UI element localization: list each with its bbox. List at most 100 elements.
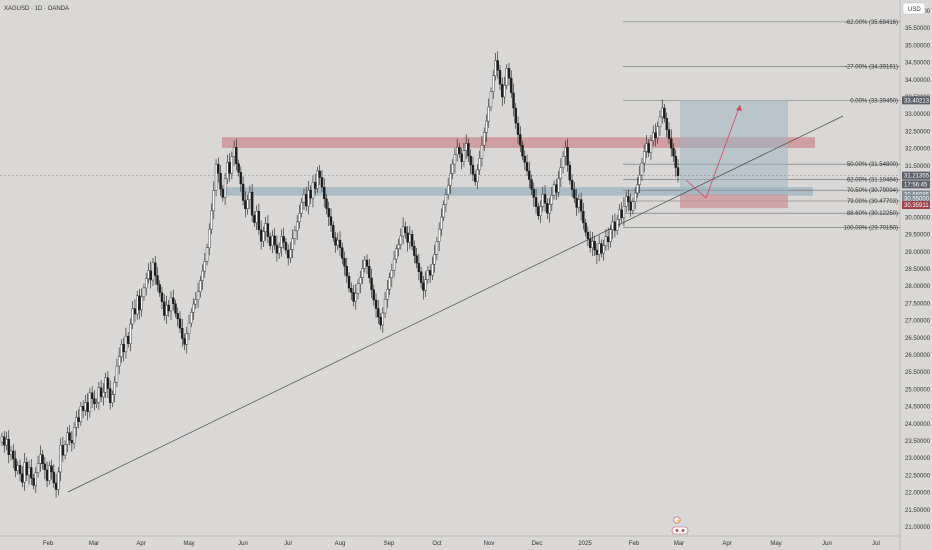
candle-body [300, 202, 303, 214]
candle-body [561, 155, 565, 168]
candle-body [476, 169, 479, 182]
candle-body [359, 277, 362, 284]
candle-body [106, 377, 110, 389]
candle-body [435, 241, 439, 255]
resistance-zone[interactable] [222, 137, 815, 148]
candle-body [156, 275, 159, 285]
price-tick-label: 24.50000 [905, 405, 931, 411]
candle-body [250, 192, 254, 216]
candle-body [505, 68, 508, 86]
price-tick-label: 32.50000 [905, 129, 931, 135]
fib-level-label: -27.00% (34.39161) [845, 64, 898, 70]
candle-body [314, 182, 317, 189]
candle-body [196, 291, 200, 300]
candle-body [365, 259, 369, 267]
candle-body [52, 471, 56, 484]
candle-body [61, 444, 65, 456]
candle-body [534, 197, 538, 207]
fib-level-label: 70.50% (30.79094) [847, 188, 898, 194]
candle-body [223, 178, 227, 198]
candle-body [440, 216, 443, 230]
candle-body [665, 118, 668, 130]
candle-body [654, 132, 657, 139]
long-position-tool[interactable] [680, 100, 788, 209]
candle-body [237, 163, 240, 173]
time-tick-label: May [183, 541, 194, 547]
candle-body [84, 402, 87, 411]
price-tick-label: 30.00000 [905, 215, 931, 221]
candle-body [239, 172, 243, 185]
price-badge-label: 17:56:45 [904, 182, 928, 188]
candle-body [172, 297, 175, 304]
candle-body [289, 249, 292, 259]
price-tick-label: 32.00000 [905, 147, 931, 153]
candle-body [266, 223, 270, 237]
fib-retracement[interactable]: -62.00% (35.68416) -27.00% (34.39161) 0.00… [623, 20, 900, 232]
event-icon[interactable]: ⚡ [671, 516, 689, 535]
candle-body [579, 199, 583, 212]
candle-body [670, 138, 673, 149]
candle-body [510, 77, 513, 94]
price-tick-label: 35.50000 [905, 26, 931, 32]
candle-body [480, 144, 484, 159]
candle-body [471, 164, 475, 175]
candle-body [645, 143, 648, 152]
candle-body [478, 158, 481, 171]
candle-body [347, 276, 351, 289]
support-zone[interactable] [220, 187, 813, 196]
candle-body [16, 465, 19, 471]
price-tick-label: 28.00000 [905, 284, 931, 290]
candle-body [323, 186, 326, 200]
candle-body [523, 155, 526, 163]
price-tick-label: 31.50000 [905, 164, 931, 170]
candle-body [548, 204, 551, 214]
currency-label: USD [908, 7, 921, 13]
projection-path[interactable] [685, 104, 742, 199]
candle-body [674, 155, 677, 168]
candle-body [431, 263, 434, 276]
candle-body [232, 147, 236, 157]
candle-body [676, 167, 680, 176]
time-tick-label: Sep [384, 541, 395, 547]
candle-body [174, 303, 177, 314]
price-tick-label: 23.50000 [905, 439, 931, 445]
candle-body [131, 308, 134, 325]
fib-level-label: -62.00% (35.68416) [845, 20, 898, 26]
candle-body [163, 301, 166, 316]
fib-level-label: 88.60% (30.12250) [847, 211, 898, 217]
candle-body [661, 107, 664, 118]
candle-body [151, 262, 155, 281]
symbol-title[interactable]: XAGUSD · 1D · OANDA [4, 6, 69, 12]
candle-body [577, 199, 581, 208]
candle-body [23, 462, 26, 483]
candle-body [210, 210, 213, 230]
price-tick-label: 22.50000 [905, 473, 931, 479]
candle-body [12, 450, 15, 460]
candle-body [498, 69, 502, 85]
candle-body [597, 243, 601, 255]
candle-body [120, 344, 123, 357]
candle-body [138, 295, 141, 311]
candle-body [282, 236, 285, 243]
candle-body [489, 91, 493, 108]
candle-body [451, 163, 454, 174]
candle-body [34, 472, 37, 486]
price-badges: 33.4021331.2135517:56:4530.6698530.55000… [902, 96, 930, 210]
candle-body [631, 201, 635, 211]
time-axis[interactable]: Feb Mar Apr May Jun Jul Aug Sep Oct Nov Dec 2025 Feb… [0, 535, 900, 547]
candle-body [187, 322, 191, 334]
candle-body [214, 163, 218, 191]
candle-body [124, 335, 128, 353]
currency-button[interactable] [902, 2, 926, 15]
trend-line[interactable] [67, 115, 844, 493]
price-tick-label: 26.50000 [905, 336, 931, 342]
candle-body [658, 116, 662, 127]
candle-body [557, 178, 560, 193]
candle-body [253, 215, 256, 223]
candle-body [453, 154, 457, 165]
candle-body [39, 454, 42, 464]
candle-body [640, 162, 644, 176]
candle-body [584, 222, 587, 233]
candle-body [0, 436, 4, 443]
